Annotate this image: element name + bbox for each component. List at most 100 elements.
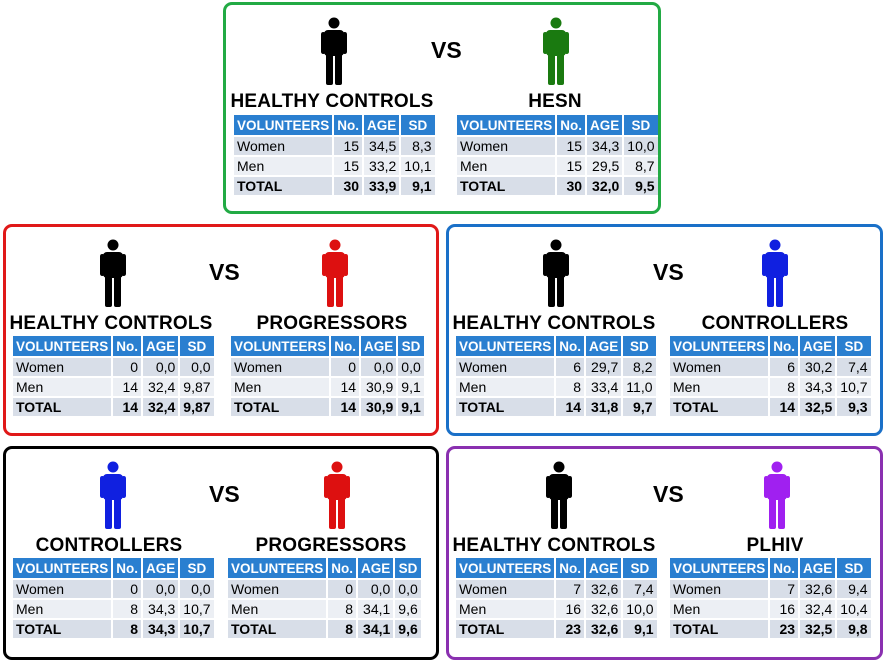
column-header: AGE: [361, 336, 397, 356]
table-cell: 0,0: [395, 580, 421, 598]
row-label: TOTAL: [670, 620, 769, 638]
column-header: SD: [623, 336, 656, 356]
table-cell: 34,5: [364, 137, 400, 155]
column-header: AGE: [586, 558, 622, 578]
table-row: TOTAL 14 30,9 9,1: [231, 398, 424, 416]
table-cell: 0,0: [143, 580, 179, 598]
table-cell: 34,1: [358, 600, 394, 618]
column-header: VOLUNTEERS: [234, 115, 333, 135]
table-cell: 32,4: [143, 378, 179, 396]
table-cell: 10,7: [180, 620, 214, 638]
person-icon-healthy-controls: [321, 17, 347, 85]
table-row: Men 16 32,6 10,0: [456, 600, 657, 618]
volunteers-table-healthy-controls: VOLUNTEERS No. AGE SD Women 7 32,6 7,4 Men 16 32,6…: [454, 556, 659, 640]
table-cell: 9,1: [398, 378, 424, 396]
column-header: VOLUNTEERS: [13, 336, 112, 356]
row-label: TOTAL: [231, 398, 330, 416]
table-cell: 32,6: [586, 580, 622, 598]
table-cell: 0,0: [143, 358, 179, 376]
volunteers-table-controllers: VOLUNTEERS No. AGE SD Women 6 30,2 7,4 Men 8 34,3 1…: [668, 334, 873, 418]
volunteers-table-healthy-controls: VOLUNTEERS No. AGE SD Women 0 0,0 0,0 Men 14 32,4 9…: [11, 334, 216, 418]
column-header: AGE: [143, 558, 179, 578]
table-cell: 7,4: [837, 358, 871, 376]
column-header: No.: [331, 336, 360, 356]
table-cell: 9,1: [398, 398, 424, 416]
table-row: Women 7 32,6 7,4: [456, 580, 657, 598]
table-cell: 23: [770, 620, 799, 638]
row-label: Men: [228, 600, 327, 618]
table-cell: 34,3: [587, 137, 623, 155]
column-header: AGE: [587, 115, 623, 135]
table-cell: 14: [113, 398, 142, 416]
table-cell: 0: [328, 580, 357, 598]
column-header: AGE: [586, 336, 622, 356]
column-header: VOLUNTEERS: [228, 558, 327, 578]
table-header-row: VOLUNTEERS No. AGE SD: [13, 558, 214, 578]
row-label: TOTAL: [228, 620, 327, 638]
table-cell: 14: [556, 398, 585, 416]
table-cell: 33,4: [586, 378, 622, 396]
person-icon-progressors: [324, 461, 350, 529]
table-cell: 8: [113, 600, 142, 618]
row-label: TOTAL: [13, 398, 112, 416]
table-row: TOTAL 14 31,8 9,7: [456, 398, 656, 416]
volunteers-table-progressors: VOLUNTEERS No. AGE SD Women 0 0,0 0,0 Men 8 34,1 9,…: [226, 556, 423, 640]
table-row: TOTAL 14 32,5 9,3: [670, 398, 871, 416]
person-icon-plhiv: [764, 461, 790, 529]
table-row: TOTAL 30 33,9 9,1: [234, 177, 435, 195]
column-header: No.: [557, 115, 586, 135]
table-header-row: VOLUNTEERS No. AGE SD: [670, 336, 871, 356]
column-header: No.: [556, 558, 585, 578]
person-icon-healthy-controls: [546, 461, 572, 529]
table-cell: 11,0: [623, 378, 656, 396]
table-cell: 0: [113, 358, 142, 376]
table-cell: 0,0: [361, 358, 397, 376]
table-cell: 8: [328, 600, 357, 618]
table-cell: 34,1: [358, 620, 394, 638]
table-cell: 30: [334, 177, 363, 195]
row-label: Men: [13, 378, 112, 396]
vs-label: VS: [209, 481, 240, 507]
table-cell: 10,7: [837, 378, 871, 396]
table-row: TOTAL 14 32,4 9,87: [13, 398, 214, 416]
table-cell: 14: [331, 378, 360, 396]
table-cell: 9,87: [180, 378, 214, 396]
row-label: Women: [456, 580, 555, 598]
group-title-controllers: CONTROLLERS: [35, 535, 183, 556]
table-cell: 9,6: [395, 620, 421, 638]
row-label: TOTAL: [13, 620, 112, 638]
table-row: Women 6 30,2 7,4: [670, 358, 871, 376]
column-header: VOLUNTEERS: [13, 558, 112, 578]
row-label: Women: [13, 358, 112, 376]
comparison-panel-healthy-vs-hesn: VS HEALTHY CONTROLS HESN VOLUNTEERS No. AG…: [223, 2, 661, 214]
table-cell: 30: [557, 177, 586, 195]
table-header-row: VOLUNTEERS No. AGE SD: [13, 336, 214, 356]
table-row: Women 0 0,0 0,0: [13, 358, 214, 376]
row-label: Women: [13, 580, 112, 598]
comparison-panel-healthy-vs-controllers: VS HEALTHY CONTROLS CONTROLLERS VOLUNTEE…: [446, 224, 883, 436]
column-header: SD: [401, 115, 435, 135]
group-title-hesn: HESN: [528, 91, 582, 112]
table-cell: 15: [334, 157, 363, 175]
table-cell: 34,3: [143, 620, 179, 638]
table-cell: 10,1: [401, 157, 435, 175]
table-cell: 0,0: [398, 358, 424, 376]
table-row: Men 8 33,4 11,0: [456, 378, 656, 396]
column-header: SD: [398, 336, 424, 356]
table-row: Women 15 34,5 8,3: [234, 137, 435, 155]
column-header: AGE: [364, 115, 400, 135]
table-cell: 0,0: [180, 358, 214, 376]
table-cell: 15: [557, 157, 586, 175]
table-cell: 9,5: [624, 177, 658, 195]
table-row: Men 8 34,1 9,6: [228, 600, 421, 618]
table-cell: 29,7: [586, 358, 622, 376]
group-title-healthy-controls: HEALTHY CONTROLS: [452, 313, 656, 334]
table-cell: 0: [113, 580, 142, 598]
table-header-row: VOLUNTEERS No. AGE SD: [670, 558, 871, 578]
table-cell: 10,4: [837, 600, 871, 618]
table-cell: 8: [556, 378, 585, 396]
table-row: TOTAL 23 32,6 9,1: [456, 620, 657, 638]
group-title-healthy-controls: HEALTHY CONTROLS: [452, 535, 656, 556]
table-row: TOTAL 30 32,0 9,5: [457, 177, 658, 195]
table-cell: 14: [113, 378, 142, 396]
